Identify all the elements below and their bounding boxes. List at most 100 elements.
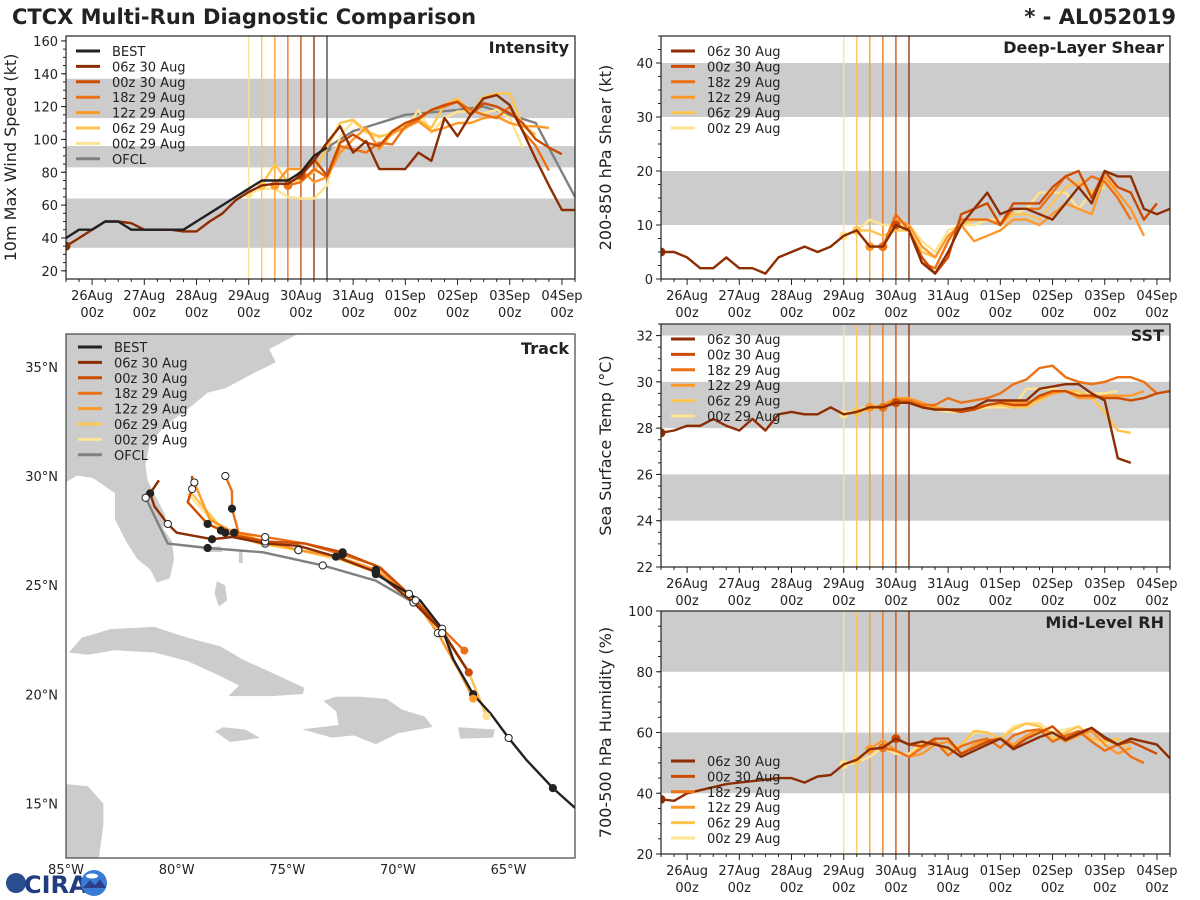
- series-line-18z-29-aug: [882, 728, 1145, 764]
- x-tick-label: 01Sep: [980, 864, 1021, 879]
- y-tick-label: 80: [636, 666, 653, 681]
- y-tick-label: 28: [636, 422, 653, 437]
- legend-label: 00z 30 Aug: [707, 348, 781, 363]
- lat-tick-label: 15°N: [25, 797, 58, 812]
- y-axis-label: Sea Surface Temp (°C): [596, 355, 615, 535]
- series-line-06z-30-aug: [661, 383, 1132, 465]
- x-tick-label: 31Aug: [332, 289, 374, 304]
- x-tick-label: 30Aug: [875, 864, 917, 879]
- y-tick-label: 100: [628, 605, 653, 620]
- x-tick-label: 02Sep: [1032, 864, 1073, 879]
- track-line-best: [375, 573, 575, 809]
- series-line-06z-30-aug: [661, 726, 1170, 802]
- track-position-marker: [207, 535, 217, 544]
- series-line-18z-29-aug: [882, 364, 1158, 409]
- series-line-best: [66, 146, 328, 240]
- plot-frame: [65, 333, 576, 859]
- legend-label: OFCL: [112, 153, 147, 168]
- lon-tick-label: 70°W: [380, 863, 416, 878]
- cira-logo: CIRA: [6, 870, 107, 898]
- x-tick-label: 04Sep: [541, 289, 582, 304]
- legend-label: 18z 29 Aug: [114, 387, 188, 402]
- storm-id: * - AL052019: [1024, 5, 1176, 29]
- y-axis-label: 200-850 hPa Shear (kt): [596, 65, 615, 251]
- x-tick-label-time: 00z: [394, 306, 418, 321]
- track-position-marker: [504, 733, 513, 743]
- x-tick-label: 01Sep: [980, 577, 1021, 592]
- lat-tick-label: 30°N: [25, 470, 58, 485]
- x-tick-label-time: 00z: [989, 594, 1013, 609]
- x-tick-label-time: 00z: [728, 881, 752, 896]
- legend-label: BEST: [114, 341, 147, 356]
- track-init-marker: [469, 694, 478, 703]
- series-line-12z-29-aug: [273, 115, 550, 187]
- x-tick-label: 30Aug: [875, 289, 917, 304]
- x-tick-label: 27Aug: [123, 289, 165, 304]
- x-tick-label: 31Aug: [927, 289, 969, 304]
- legend-label: 00z 29 Aug: [707, 122, 781, 137]
- plot-frame: [65, 35, 576, 280]
- x-tick-label: 28Aug: [771, 289, 813, 304]
- track-position-marker: [227, 504, 237, 513]
- lon-tick-label: 65°W: [491, 863, 527, 878]
- legend-label: 12z 29 Aug: [112, 107, 186, 122]
- x-tick-label-time: 00z: [1093, 881, 1117, 896]
- legend-label: 12z 29 Aug: [707, 801, 781, 816]
- track-position-marker: [548, 784, 557, 793]
- x-tick-label-time: 00z: [884, 594, 908, 609]
- land-abaco: [238, 549, 244, 564]
- y-tick-label: 40: [636, 57, 653, 72]
- x-tick-label-time: 00z: [832, 594, 856, 609]
- legend-label: BEST: [112, 45, 145, 60]
- shaded-band: [661, 63, 1170, 117]
- x-tick-label: 01Sep: [980, 289, 1021, 304]
- x-tick-label-time: 00z: [550, 306, 574, 321]
- x-tick-label-time: 00z: [1145, 594, 1169, 609]
- panel-sst: 22 24 26 28 30 32 26Aug 00z 27Aug 00z 28Aug 00z 29Au…: [596, 323, 1177, 609]
- x-tick-label-time: 00z: [675, 594, 699, 609]
- legend-label: 00z 30 Aug: [112, 76, 186, 91]
- panel-title: Deep-Layer Shear: [1003, 38, 1164, 57]
- x-tick-label-time: 00z: [989, 881, 1013, 896]
- y-tick-label: 80: [41, 166, 58, 181]
- track-position-marker: [331, 552, 341, 561]
- y-tick-label: 20: [636, 848, 653, 863]
- land-jamaica: [213, 726, 262, 743]
- legend-label: 12z 29 Aug: [707, 91, 781, 106]
- legend-label: 18z 29 Aug: [112, 91, 186, 106]
- shaded-band: [66, 198, 575, 248]
- x-tick-label: 02Sep: [437, 289, 478, 304]
- x-tick-label-time: 00z: [936, 594, 960, 609]
- x-tick-label-time: 00z: [498, 306, 522, 321]
- track-position-marker: [371, 567, 380, 577]
- y-tick-label: 40: [41, 232, 58, 247]
- init-marker: [661, 794, 666, 804]
- track-position-marker: [141, 493, 150, 502]
- y-tick-label: 60: [636, 727, 653, 742]
- legend-label: 00z 30 Aug: [707, 60, 781, 75]
- x-tick-label: 28Aug: [771, 577, 813, 592]
- x-tick-label-time: 00z: [936, 881, 960, 896]
- track-init-marker: [464, 668, 473, 677]
- track-position-marker: [216, 526, 226, 535]
- x-tick-label-time: 00z: [728, 594, 752, 609]
- series-line-06z-30-aug: [661, 169, 1170, 275]
- x-tick-label-time: 00z: [1041, 881, 1065, 896]
- y-tick-label: 160: [33, 35, 58, 50]
- logo-text: CIRA: [24, 871, 88, 898]
- legend-label: 00z 30 Aug: [114, 372, 188, 387]
- y-tick-label: 20: [41, 265, 58, 280]
- track-position-marker: [318, 561, 327, 570]
- plot-frame: [660, 323, 1171, 568]
- land-central-america: [66, 783, 104, 858]
- track-position-marker: [411, 596, 420, 605]
- y-tick-label: 100: [33, 133, 58, 148]
- legend-label: OFCL: [114, 449, 149, 464]
- x-tick-label: 02Sep: [1032, 577, 1073, 592]
- x-tick-label: 29Aug: [823, 864, 865, 879]
- x-tick-label: 30Aug: [280, 289, 322, 304]
